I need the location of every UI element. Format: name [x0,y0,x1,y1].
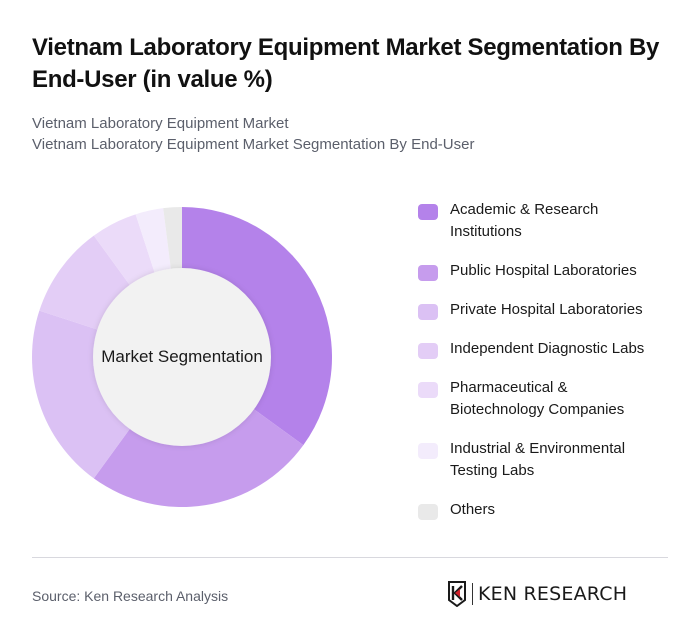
legend-swatch [418,504,438,520]
legend-swatch [418,382,438,398]
legend-item: Others [418,499,678,521]
subtitle-line-1: Vietnam Laboratory Equipment Market [32,115,289,132]
ken-research-shield-icon [448,581,466,607]
legend-swatch [418,443,438,459]
legend-label: Others [450,501,496,518]
chart-legend: Academic & Research Institutions Public H… [418,199,678,538]
legend-swatch [418,304,438,320]
legend-label: Academic & Research Institutions [450,201,599,240]
legend-item: Private Hospital Laboratories [418,299,678,321]
legend-item: Pharmaceutical & Biotechnology Companies [418,377,678,421]
donut-hole [93,268,271,446]
legend-label: Private Hospital Laboratories [450,301,643,318]
legend-item: Independent Diagnostic Labs [418,338,678,360]
subtitle-line-2: Vietnam Laboratory Equipment Market Segm… [32,136,475,153]
legend-item: Industrial & Environmental Testing Labs [418,438,678,482]
ken-research-logo: KEN RESEARCH [447,581,627,607]
source-note: Source: Ken Research Analysis [32,588,229,604]
chart-title: Vietnam Laboratory Equipment Market Segm… [32,34,660,93]
logo-text: KEN RESEARCH [478,583,628,605]
chart-subtitle: Vietnam Laboratory Equipment Market Viet… [32,113,474,155]
legend-label: Public Hospital Laboratories [450,262,637,279]
donut-chart [32,207,332,507]
legend-item: Public Hospital Laboratories [418,260,678,282]
legend-label: Industrial & Environmental Testing Labs [450,440,626,479]
legend-label: Pharmaceutical & Biotechnology Companies [450,379,625,418]
legend-item: Academic & Research Institutions [418,199,678,243]
logo-separator [472,583,473,605]
footer-divider [32,557,668,558]
legend-swatch [418,204,438,220]
legend-swatch [418,343,438,359]
legend-label: Independent Diagnostic Labs [450,340,645,357]
legend-swatch [418,265,438,281]
